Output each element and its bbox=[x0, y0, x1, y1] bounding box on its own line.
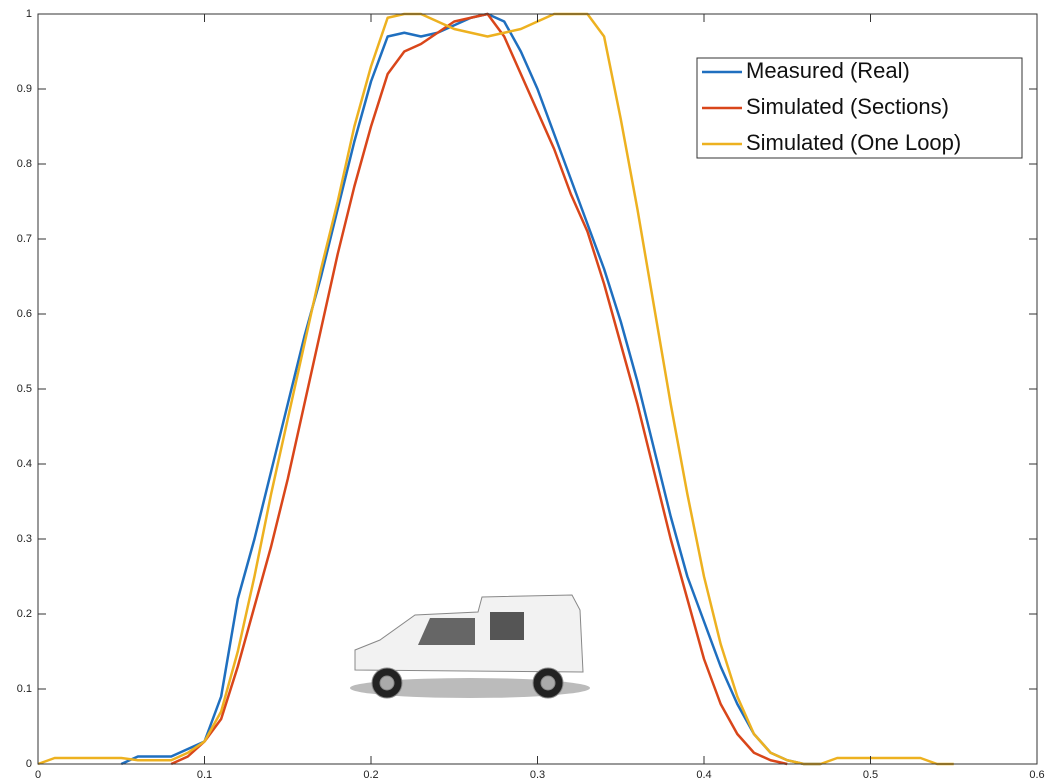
legend-box bbox=[696, 57, 1023, 159]
y-tick-label: 0.9 bbox=[17, 83, 32, 95]
y-tick-label: 0.4 bbox=[17, 458, 32, 470]
x-tick-label: 0.2 bbox=[363, 769, 378, 781]
y-tick-label: 0.6 bbox=[17, 308, 32, 320]
y-tick-label: 0 bbox=[26, 758, 32, 770]
y-tick-label: 0.8 bbox=[17, 158, 32, 170]
y-tick-label: 0.5 bbox=[17, 383, 32, 395]
series-line bbox=[37, 12, 954, 766]
y-tick-label: 0.2 bbox=[17, 608, 32, 620]
x-tick-label: 0.5 bbox=[863, 769, 878, 781]
x-tick-label: 0.6 bbox=[1029, 769, 1044, 781]
y-tick-label: 0.7 bbox=[17, 233, 32, 245]
y-tick-label: 1 bbox=[26, 8, 32, 20]
y-tick-label: 0.3 bbox=[17, 533, 32, 545]
legend: Measured (Real) Simulated (Sections) Simul… bbox=[696, 57, 1023, 159]
x-tick-label: 0.3 bbox=[530, 769, 545, 781]
legend-label: Simulated (One Loop) bbox=[746, 130, 961, 155]
series-line bbox=[170, 12, 788, 766]
x-tick-label: 0.4 bbox=[696, 769, 711, 781]
y-tick-label: 0.1 bbox=[17, 683, 32, 695]
van-image bbox=[350, 594, 590, 699]
x-tick-label: 0 bbox=[35, 769, 41, 781]
x-tick-label: 0.1 bbox=[197, 769, 212, 781]
legend-label: Simulated (Sections) bbox=[746, 94, 949, 119]
legend-label: Measured (Real) bbox=[746, 58, 910, 83]
